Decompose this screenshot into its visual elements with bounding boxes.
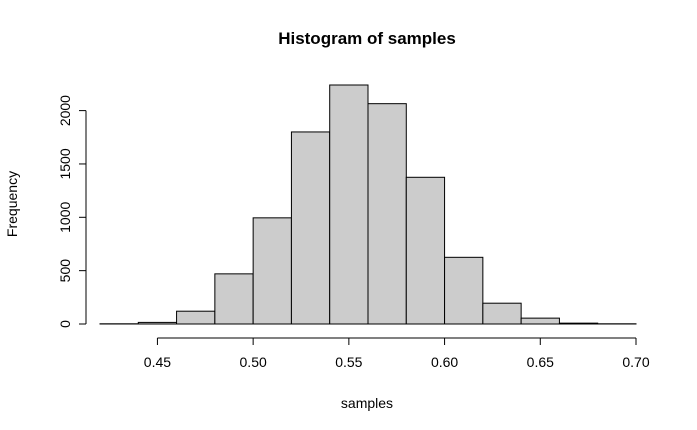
x-axis-label: samples bbox=[341, 395, 393, 411]
x-tick-label: 0.50 bbox=[240, 354, 267, 370]
y-tick-label: 0 bbox=[57, 320, 73, 328]
histogram-bar bbox=[444, 256, 484, 325]
x-tick-label: 0.45 bbox=[144, 354, 171, 370]
histogram-bar bbox=[290, 131, 331, 325]
y-tick-label: 1500 bbox=[57, 148, 73, 179]
x-axis: 0.45 0.50 0.55 0.60 0.65 0.70 bbox=[144, 337, 650, 370]
histogram-bar bbox=[482, 302, 522, 325]
histogram-bar bbox=[214, 273, 254, 325]
histogram-bar bbox=[405, 176, 446, 325]
x-tick-label: 0.70 bbox=[622, 354, 649, 370]
histogram-bar bbox=[520, 317, 560, 325]
x-tick-label: 0.55 bbox=[335, 354, 362, 370]
y-tick-label: 1000 bbox=[57, 202, 73, 233]
y-tick-label: 2000 bbox=[57, 95, 73, 126]
histogram-bar bbox=[176, 310, 216, 325]
histogram-bar bbox=[329, 84, 369, 325]
bars-group bbox=[99, 84, 637, 325]
y-axis-label: Frequency bbox=[4, 171, 20, 237]
histogram-bar bbox=[252, 217, 292, 325]
chart-title: Histogram of samples bbox=[278, 29, 456, 48]
x-tick-label: 0.65 bbox=[527, 354, 554, 370]
y-tick-label: 500 bbox=[57, 259, 73, 283]
histogram-bar bbox=[367, 103, 407, 325]
y-axis: 0 500 1000 1500 2000 bbox=[57, 95, 87, 328]
histogram-bar bbox=[558, 322, 599, 325]
histogram-bar bbox=[137, 321, 178, 325]
x-tick-label: 0.60 bbox=[431, 354, 458, 370]
